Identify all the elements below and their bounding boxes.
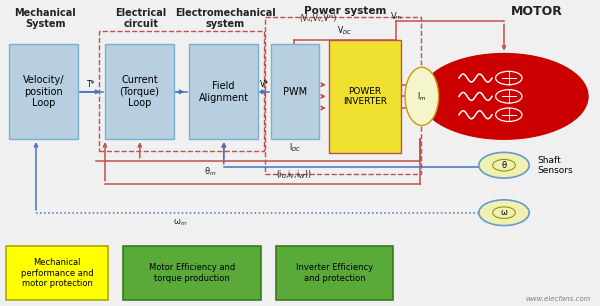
Text: θ$_m$: θ$_m$ [204, 165, 216, 178]
Circle shape [479, 200, 529, 226]
Bar [189, 44, 258, 139]
Text: Motor Efficiency and
torque production: Motor Efficiency and torque production [149, 263, 235, 283]
Text: Electrical
circuit: Electrical circuit [115, 8, 167, 29]
Text: Mechanical
System: Mechanical System [14, 8, 76, 29]
Circle shape [493, 159, 515, 171]
Circle shape [420, 54, 588, 139]
Circle shape [493, 207, 515, 218]
Text: Current
(Torque)
Loop: Current (Torque) Loop [119, 75, 160, 108]
Text: I$_{DC}$: I$_{DC}$ [289, 141, 301, 154]
Text: Vₘ: Vₘ [391, 12, 401, 21]
Text: Field
Alignment: Field Alignment [199, 81, 248, 103]
Text: www.elecfans.com: www.elecfans.com [526, 296, 591, 302]
Text: θ: θ [502, 161, 506, 170]
Text: PWM: PWM [283, 87, 307, 97]
Text: ω$_m$: ω$_m$ [173, 217, 187, 228]
Text: I$_m$: I$_m$ [417, 90, 427, 103]
Bar [6, 246, 108, 300]
Bar [9, 44, 78, 139]
Ellipse shape [405, 67, 439, 125]
Text: ω: ω [500, 208, 508, 217]
Circle shape [479, 152, 529, 178]
Text: Velocity/
position
Loop: Velocity/ position Loop [23, 75, 64, 108]
Text: Electromechanical
system: Electromechanical system [175, 8, 275, 29]
Text: MOTOR: MOTOR [511, 5, 563, 17]
Text: Shaft
Sensors: Shaft Sensors [537, 155, 572, 175]
Text: V*: V* [259, 80, 269, 89]
Bar [265, 17, 421, 174]
Text: Mechanical
performance and
motor protection: Mechanical performance and motor protect… [20, 258, 94, 288]
Text: T*: T* [87, 80, 95, 89]
Text: POWER
INVERTER: POWER INVERTER [343, 87, 387, 106]
Text: V$_{DC}$: V$_{DC}$ [337, 25, 353, 37]
Bar [329, 40, 401, 153]
Bar [99, 31, 264, 151]
Text: (Vᵤ,Vᵥ,Vᵂ): (Vᵤ,Vᵥ,Vᵂ) [299, 14, 337, 23]
Text: Power system: Power system [304, 6, 386, 16]
Bar [123, 246, 261, 300]
Text: Inverter Efficiency
and protection: Inverter Efficiency and protection [296, 263, 373, 283]
Text: (i$_U$,i$_V$,i$_W$)): (i$_U$,i$_V$,i$_W$)) [277, 169, 311, 181]
Bar [105, 44, 174, 139]
Bar [276, 246, 393, 300]
Bar [271, 44, 319, 139]
